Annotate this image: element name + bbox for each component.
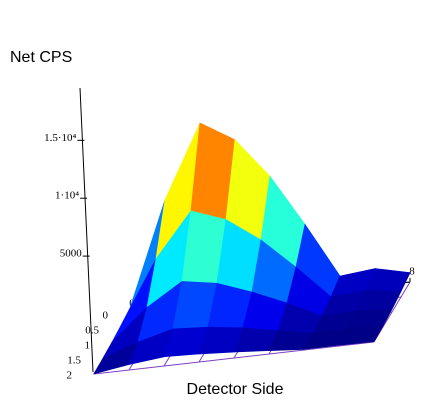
z-tick-label: 1.5·10⁴ bbox=[44, 132, 76, 144]
x-tick-label: 8 bbox=[409, 266, 415, 278]
floor-grid-line bbox=[93, 341, 375, 375]
x-axis-label: Detector Side bbox=[187, 381, 284, 398]
z-tick-label: 1·10⁴ bbox=[55, 190, 79, 202]
z-axis bbox=[79, 87, 94, 373]
z-axis-label: Net CPS bbox=[10, 49, 72, 66]
z-tick-label: 5000 bbox=[60, 248, 83, 260]
y-tick-label: 2 bbox=[67, 370, 73, 382]
surface-patch bbox=[338, 325, 384, 346]
y-tick-label: 0 bbox=[103, 310, 109, 322]
y-tick-label: 1.5 bbox=[67, 355, 81, 367]
y-tick-label: 1 bbox=[85, 340, 91, 352]
y-tick-label: 0.5 bbox=[85, 325, 99, 337]
